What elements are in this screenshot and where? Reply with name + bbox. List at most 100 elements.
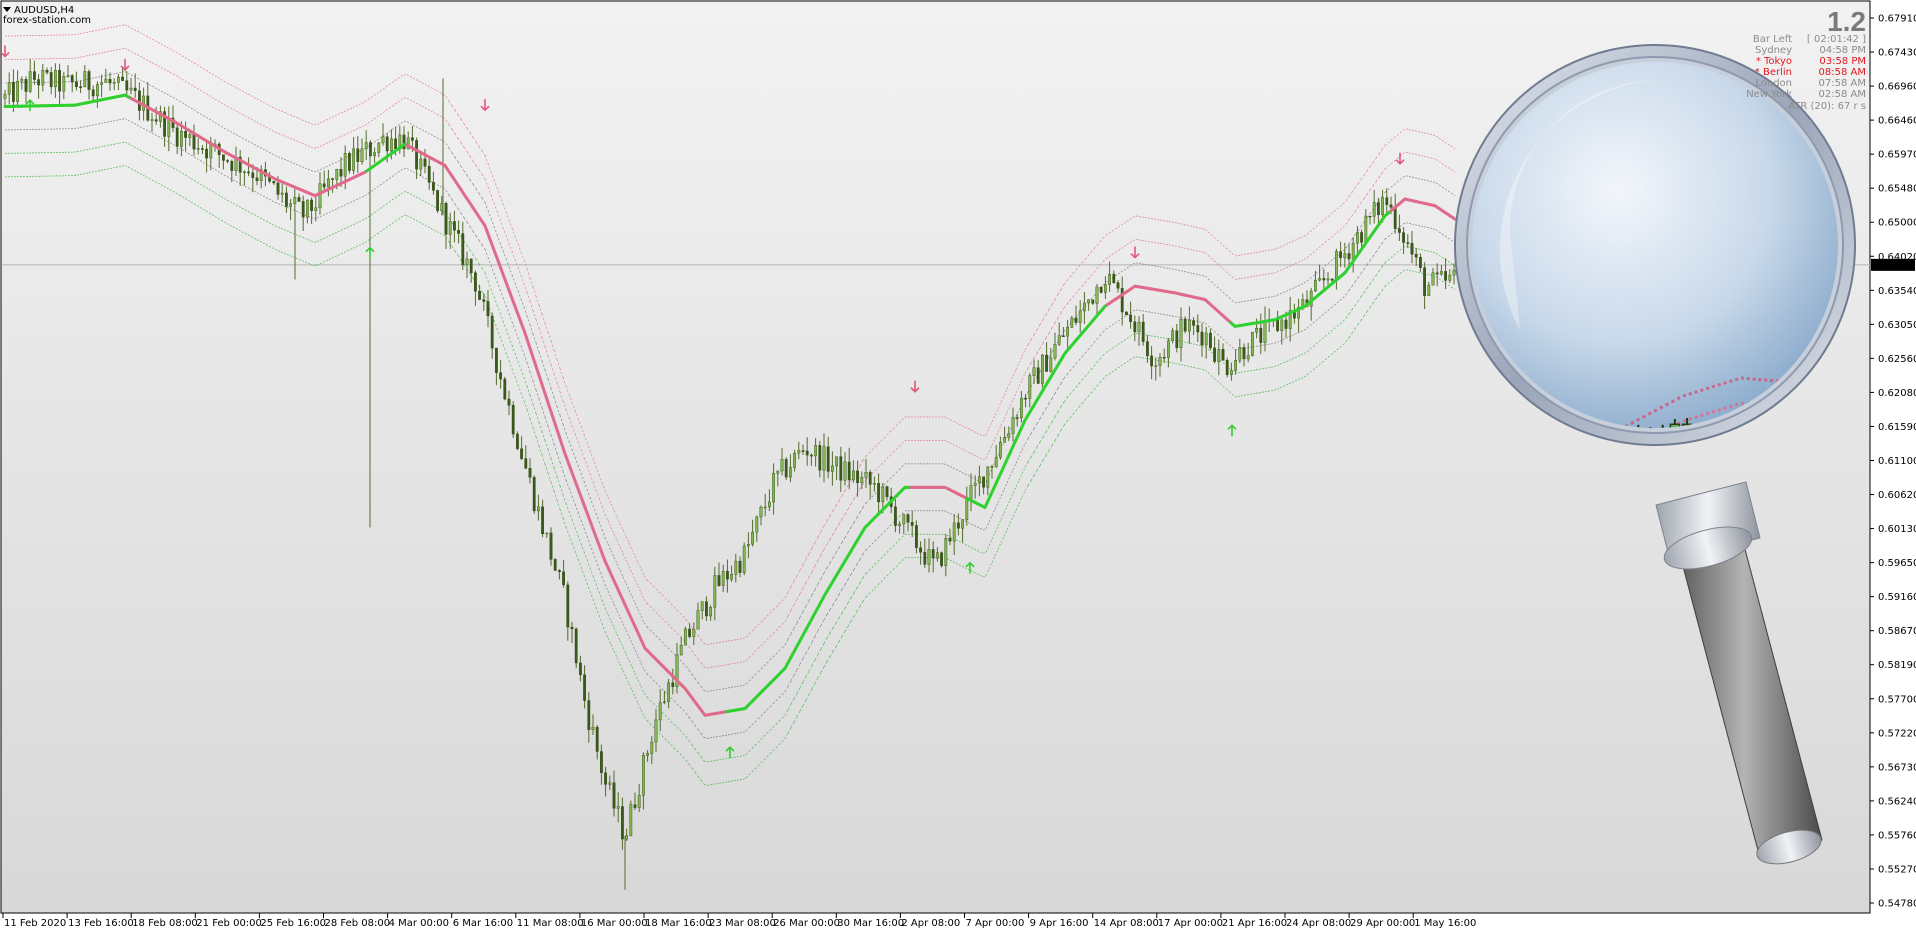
band-segment xyxy=(529,324,534,334)
band-segment xyxy=(373,210,378,214)
band-segment xyxy=(1075,289,1080,294)
band-segment xyxy=(1294,285,1299,288)
band-segment xyxy=(589,450,594,459)
band-segment xyxy=(1048,327,1053,334)
candle-body xyxy=(1234,360,1238,371)
band-segment xyxy=(1060,284,1065,290)
band-segment xyxy=(1450,192,1455,196)
band-segment xyxy=(385,225,390,229)
band-segment xyxy=(1309,275,1314,279)
band-segment xyxy=(1330,328,1335,332)
band-segment xyxy=(1276,387,1281,390)
band-segment xyxy=(658,685,663,690)
band-segment xyxy=(166,93,171,97)
band-segment xyxy=(679,706,684,711)
band-segment xyxy=(256,215,261,219)
candle-body xyxy=(742,545,746,573)
band-segment xyxy=(493,179,498,188)
band-segment xyxy=(1429,157,1434,159)
band-segment xyxy=(1066,417,1071,422)
band-segment xyxy=(433,229,438,232)
band-segment xyxy=(76,33,81,35)
band-segment xyxy=(745,727,750,732)
candle-body xyxy=(751,531,755,545)
band-segment xyxy=(391,197,396,201)
band-segment xyxy=(781,621,786,625)
band-segment xyxy=(718,735,723,737)
band-segment xyxy=(1399,270,1404,274)
band-segment xyxy=(1240,394,1245,397)
band-segment xyxy=(1450,169,1455,172)
band-segment xyxy=(1375,153,1380,159)
band-segment xyxy=(103,51,108,53)
band-segment xyxy=(259,100,264,103)
band-segment xyxy=(1204,369,1209,373)
band-segment xyxy=(103,145,108,147)
band-segment xyxy=(1111,369,1116,373)
band-segment xyxy=(757,621,762,626)
band-segment xyxy=(1186,318,1191,321)
band-segment xyxy=(535,436,540,446)
band-segment xyxy=(271,247,276,250)
band-segment xyxy=(703,760,708,763)
price-axis[interactable]: 0.679100.674300.669600.664600.659700.654… xyxy=(1870,14,1916,910)
band-segment xyxy=(226,223,231,226)
band-segment xyxy=(490,218,495,227)
band-segment xyxy=(763,709,768,714)
band-segment xyxy=(1123,267,1128,271)
band-segment xyxy=(952,444,957,447)
band-segment xyxy=(1315,270,1320,274)
band-segment xyxy=(1420,225,1425,228)
band-segment xyxy=(649,629,654,634)
band-segment xyxy=(85,31,90,33)
band-segment xyxy=(223,174,228,177)
band-segment xyxy=(265,220,270,223)
band-segment xyxy=(871,587,876,592)
band-segment xyxy=(1408,129,1413,131)
band-segment xyxy=(1039,342,1044,349)
band-segment xyxy=(571,425,576,434)
band-segment xyxy=(184,80,189,84)
band-segment xyxy=(472,230,477,236)
band-segment xyxy=(1249,393,1254,395)
band-segment xyxy=(1357,320,1362,325)
band-segment xyxy=(781,691,786,696)
band-segment xyxy=(670,721,675,725)
band-segment xyxy=(364,216,369,220)
candle-body xyxy=(1061,335,1065,337)
band-segment xyxy=(1099,355,1104,360)
band-segment xyxy=(766,612,771,617)
band-segment xyxy=(316,146,321,149)
band-segment xyxy=(1345,196,1350,202)
band-segment xyxy=(964,567,969,570)
band-segment xyxy=(553,350,558,360)
band-segment xyxy=(571,495,576,505)
band-segment xyxy=(490,171,495,180)
band-segment xyxy=(712,783,717,785)
band-segment xyxy=(613,603,618,611)
band-segment xyxy=(1399,129,1404,134)
candle-body xyxy=(776,470,780,474)
band-segment xyxy=(1093,338,1098,343)
band-segment xyxy=(1123,361,1128,365)
band-segment xyxy=(418,80,423,84)
band-segment xyxy=(664,738,669,743)
band-segment xyxy=(892,425,897,430)
band-segment xyxy=(379,229,384,233)
y-tick-label: 0.59160 xyxy=(1878,592,1916,603)
band-segment xyxy=(1228,273,1233,278)
band-segment xyxy=(1225,247,1230,251)
band-segment xyxy=(592,599,597,608)
band-segment xyxy=(658,615,663,619)
band-segment xyxy=(172,167,177,170)
band-segment xyxy=(280,157,285,160)
band-segment xyxy=(724,640,729,642)
band-segment xyxy=(460,119,465,124)
band-segment xyxy=(1159,243,1164,245)
band-segment xyxy=(1378,196,1383,202)
band-segment xyxy=(751,745,756,749)
band-segment xyxy=(1054,388,1059,394)
